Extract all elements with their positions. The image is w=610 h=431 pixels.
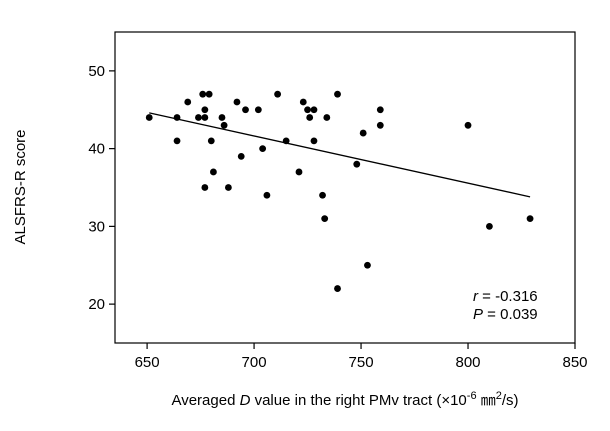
- x-tick-label: 850: [562, 354, 587, 371]
- r-value: = -0.316: [478, 288, 538, 305]
- data-point: [218, 114, 226, 121]
- data-point: [233, 98, 241, 106]
- x-tick-label: 700: [242, 354, 267, 371]
- x-label-mid2: ㎜: [477, 392, 496, 409]
- data-point: [201, 106, 209, 114]
- x-label-italic: D: [240, 392, 251, 409]
- x-tick-label: 650: [135, 354, 160, 371]
- r-annotation: r = -0.316: [473, 288, 538, 305]
- p-label: P: [473, 306, 483, 323]
- data-point: [274, 90, 282, 98]
- data-point: [334, 90, 341, 98]
- p-value: = 0.039: [483, 306, 538, 323]
- data-point: [184, 98, 192, 106]
- data-point: [310, 137, 318, 145]
- data-point: [145, 114, 153, 121]
- regression-line: [149, 112, 531, 198]
- y-tick-label: 50: [88, 63, 105, 80]
- data-point: [259, 145, 267, 153]
- data-point: [242, 106, 249, 114]
- data-point: [201, 114, 209, 121]
- x-label-middle: value in the right PMv tract (×10: [250, 392, 466, 409]
- data-point: [486, 222, 493, 230]
- x-tick-label: 750: [349, 354, 374, 371]
- data-point: [464, 121, 472, 129]
- data-point: [263, 191, 271, 199]
- data-point: [210, 168, 217, 176]
- data-point: [319, 191, 326, 199]
- data-point: [334, 285, 341, 292]
- data-point: [237, 153, 245, 160]
- data-point: [376, 106, 384, 114]
- data-point: [376, 121, 384, 129]
- plot-frame: [114, 31, 576, 344]
- data-point: [295, 168, 303, 176]
- y-tick-label: 20: [88, 296, 105, 313]
- data-point: [199, 90, 207, 98]
- data-point: [173, 137, 181, 145]
- data-point: [207, 137, 215, 145]
- data-point: [254, 106, 262, 114]
- x-label-prefix: Averaged: [171, 392, 239, 409]
- data-point: [353, 160, 361, 168]
- data-point: [364, 261, 371, 269]
- data-point: [359, 129, 367, 137]
- x-axis-ticks: 650 700 750 800 850: [135, 343, 588, 371]
- data-point: [224, 184, 232, 191]
- r-label: r: [473, 288, 479, 305]
- y-tick-label: 30: [88, 218, 105, 235]
- x-label-exp2: 2: [496, 390, 502, 402]
- data-point: [304, 106, 311, 114]
- x-label-exp: -6: [467, 390, 477, 402]
- y-tick-label: 40: [88, 141, 105, 158]
- data-point: [321, 215, 329, 223]
- data-point: [310, 106, 318, 114]
- data-points: [145, 90, 534, 292]
- x-label-suffix: /s): [502, 392, 519, 409]
- data-point: [173, 114, 181, 121]
- data-point: [526, 215, 534, 223]
- data-point: [195, 114, 202, 121]
- y-axis-label: ALSFRS-R score: [12, 129, 29, 244]
- data-point: [220, 121, 228, 129]
- x-tick-label: 800: [456, 354, 481, 371]
- x-axis-label: Averaged D value in the right PMv tract …: [171, 390, 518, 409]
- data-point: [323, 114, 331, 121]
- data-point: [282, 137, 290, 145]
- p-annotation: P = 0.039: [473, 306, 538, 323]
- data-point: [306, 114, 314, 121]
- data-point: [299, 98, 307, 106]
- data-point: [201, 184, 209, 191]
- data-point: [205, 90, 213, 98]
- y-axis-ticks: 20 30 40 50: [88, 63, 115, 313]
